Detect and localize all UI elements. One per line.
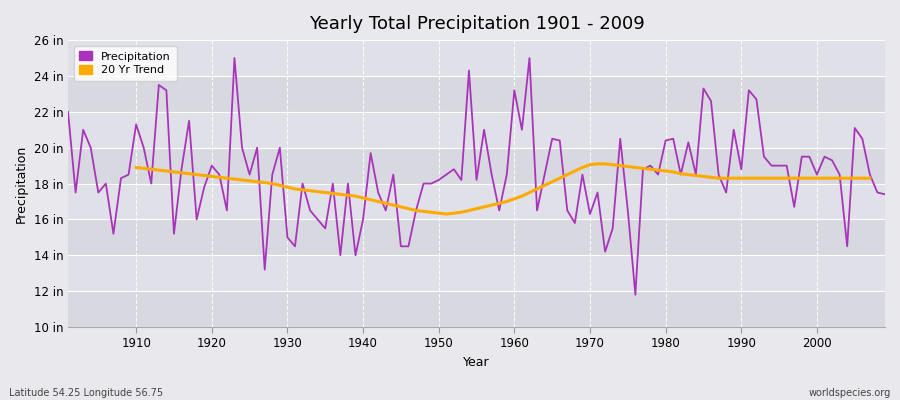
Precipitation <box>343 181 354 186</box>
20 Yr Trend <box>608 162 618 167</box>
Text: worldspecies.org: worldspecies.org <box>809 388 891 398</box>
Precipitation <box>230 56 240 60</box>
Precipitation <box>879 192 890 197</box>
X-axis label: Year: Year <box>464 356 490 369</box>
Precipitation <box>517 127 527 132</box>
Text: Latitude 54.25 Longitude 56.75: Latitude 54.25 Longitude 56.75 <box>9 388 163 398</box>
20 Yr Trend <box>547 179 558 184</box>
Line: 20 Yr Trend: 20 Yr Trend <box>136 164 870 214</box>
20 Yr Trend <box>486 203 497 208</box>
Bar <box>68 148 885 184</box>
Bar <box>68 40 885 76</box>
20 Yr Trend <box>130 165 141 170</box>
Precipitation <box>297 181 308 186</box>
Bar <box>68 255 885 291</box>
20 Yr Trend <box>176 170 187 175</box>
Y-axis label: Precipitation: Precipitation <box>15 144 28 223</box>
20 Yr Trend <box>592 162 603 166</box>
Precipitation <box>630 292 641 297</box>
Title: Yearly Total Precipitation 1901 - 2009: Yearly Total Precipitation 1901 - 2009 <box>309 15 644 33</box>
Legend: Precipitation, 20 Yr Trend: Precipitation, 20 Yr Trend <box>74 46 176 81</box>
Precipitation <box>123 172 134 177</box>
20 Yr Trend <box>706 175 716 180</box>
Bar <box>68 291 885 327</box>
Bar <box>68 184 885 220</box>
20 Yr Trend <box>865 176 876 180</box>
20 Yr Trend <box>191 172 202 177</box>
Bar <box>68 112 885 148</box>
Line: Precipitation: Precipitation <box>68 58 885 295</box>
Precipitation <box>608 226 618 231</box>
Precipitation <box>508 88 519 93</box>
Bar <box>68 220 885 255</box>
Bar <box>68 76 885 112</box>
Precipitation <box>63 110 74 114</box>
20 Yr Trend <box>441 212 452 216</box>
